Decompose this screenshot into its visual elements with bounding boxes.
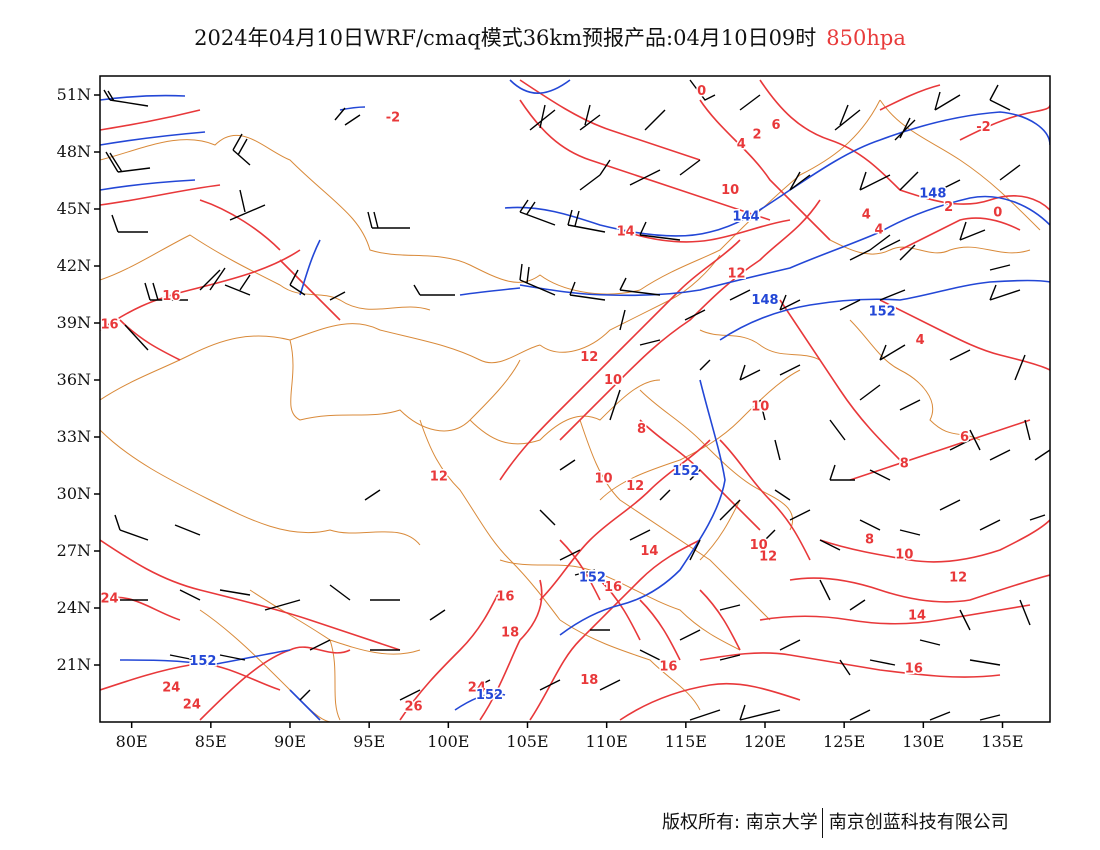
height-contour-label: 144 (732, 209, 759, 224)
x-tick-label: 110E (586, 732, 628, 751)
height-contour-label: 152 (672, 464, 699, 479)
temperature-contour-label: 12 (430, 470, 448, 485)
temperature-contour-label: -2 (976, 120, 990, 135)
height-contour-label: 148 (751, 293, 778, 308)
copyright-footer: 版权所有: 南京大学 南京创蓝科技有限公司 (662, 808, 1009, 838)
x-tick-label: 105E (506, 732, 548, 751)
temperature-contour-label: 12 (759, 550, 777, 565)
y-tick-label: 51N (57, 85, 91, 104)
province-borders (100, 99, 1041, 722)
temperature-contour-label: 8 (900, 456, 909, 471)
temperature-contour-label: 16 (905, 662, 923, 677)
temperature-contour-label: 4 (737, 137, 746, 152)
wind-barbs (103, 79, 1050, 721)
temperature-contour-label: 8 (637, 422, 646, 437)
x-tick-label: 95E (353, 732, 385, 751)
x-tick-label: 125E (823, 732, 865, 751)
copyright-owner: 版权所有: 南京大学 (662, 812, 818, 833)
height-contour-label: 152 (476, 688, 503, 703)
temperature-contour-label: 10 (604, 373, 622, 388)
temperature-contour-label: 12 (949, 570, 967, 585)
x-tick-label: 80E (116, 732, 148, 751)
y-tick-label: 30N (57, 484, 91, 503)
temperature-contour-label: 26 (404, 700, 422, 715)
y-tick-label: 24N (57, 598, 91, 617)
temperature-contour-label: 12 (727, 266, 745, 281)
x-tick-label: 90E (274, 732, 306, 751)
temperature-contour-label: 4 (862, 208, 871, 223)
temperature-contour-label: 14 (640, 544, 658, 559)
y-tick-label: 36N (57, 370, 91, 389)
y-tick-label: 33N (57, 427, 91, 446)
x-tick-label: 130E (902, 732, 944, 751)
temperature-contour-label: 24 (100, 591, 118, 606)
temperature-contour-label: 8 (865, 532, 874, 547)
height-contour-label: 152 (579, 570, 606, 585)
temperature-contour-label: 10 (750, 538, 768, 553)
temperature-contour-label: 6 (772, 118, 781, 133)
temperature-contour-label: 24 (468, 681, 486, 696)
height-contours (100, 79, 1050, 721)
temperature-contour-label: 16 (100, 318, 118, 333)
temperature-contour-label: 4 (874, 223, 883, 238)
temperature-contour-label: 12 (580, 350, 598, 365)
pressure-level: 850hpa (826, 26, 906, 50)
credits-divider (821, 808, 823, 838)
temperature-contour-label: 4 (916, 333, 925, 348)
plot-frame (99, 75, 1051, 723)
x-tick-label: 115E (665, 732, 707, 751)
temperature-contour-label: 2 (944, 200, 953, 215)
temperature-contour-label: 24 (183, 698, 201, 713)
temperature-contour-label: 10 (895, 548, 913, 563)
temperature-contour-label: -2 (386, 111, 400, 126)
y-tick-label: 48N (57, 142, 91, 161)
temperature-contour-label: 16 (496, 589, 514, 604)
map-title: 2024年04月10日WRF/cmaq模式36km预报产品:04月10日09时 8… (0, 22, 1100, 52)
x-tick-label: 100E (427, 732, 469, 751)
x-tick-label: 85E (195, 732, 227, 751)
temperature-contour-label: 24 (162, 681, 180, 696)
temperature-contour-label: 2 (753, 128, 762, 143)
height-contour-label: 152 (869, 304, 896, 319)
temperature-contour-label: 12 (626, 479, 644, 494)
temperature-contour-label: 14 (908, 608, 926, 623)
height-contour-label: 148 (919, 187, 946, 202)
y-axis: 51N 48N 45N 42N 39N 36N 33N 30N 27N 24N 21N (57, 85, 100, 674)
y-tick-label: 42N (57, 256, 91, 275)
temperature-contour-label: 6 (960, 430, 969, 445)
temperature-contour-label: 16 (659, 660, 677, 675)
temperature-contour-label: 10 (594, 472, 612, 487)
temperature-contour-label: 14 (617, 225, 635, 240)
temperature-contour-label: 18 (501, 626, 519, 641)
height-contour-label: 152 (189, 654, 216, 669)
y-tick-label: 27N (57, 541, 91, 560)
temperature-contour-label: 0 (993, 206, 1002, 221)
y-tick-label: 21N (57, 655, 91, 674)
x-tick-label: 120E (744, 732, 786, 751)
title-main: 2024年04月10日WRF/cmaq模式36km预报产品:04月10日09时 (194, 26, 817, 50)
temperature-contour-label: 10 (751, 399, 769, 414)
x-tick-label: 135E (981, 732, 1023, 751)
temperature-contour-label: 18 (580, 673, 598, 688)
temperature-contour-label: 16 (604, 580, 622, 595)
y-tick-label: 39N (57, 313, 91, 332)
temperature-contour-label: 16 (162, 289, 180, 304)
temperature-contour-label: 0 (697, 84, 706, 99)
y-tick-label: 45N (57, 199, 91, 218)
temperature-contour-label: 10 (721, 183, 739, 198)
x-axis: 80E 85E 90E 95E 100E 105E 110E 115E 120E 125E 130E… (116, 722, 1024, 751)
copyright-company: 南京创蓝科技有限公司 (828, 812, 1009, 833)
